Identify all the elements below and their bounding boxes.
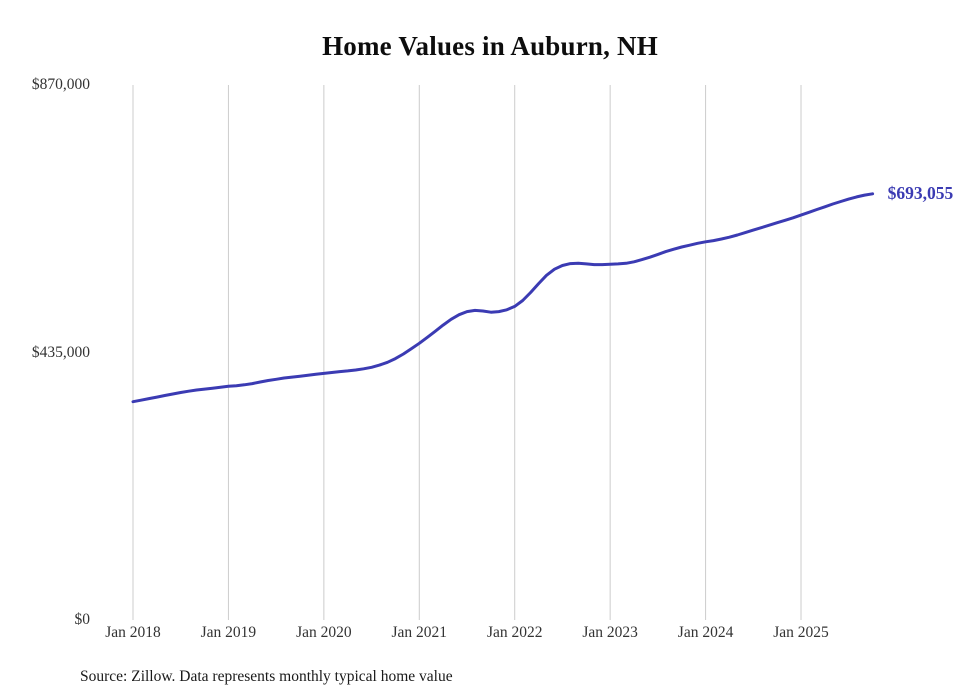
- x-axis-label: Jan 2022: [486, 624, 543, 641]
- y-axis-label: $870,000: [31, 76, 90, 93]
- x-axis-label: Jan 2025: [773, 624, 829, 641]
- y-axis-label: $435,000: [31, 343, 90, 361]
- y-axis-label: $0: [74, 611, 91, 628]
- x-axis-label: Jan 2023: [582, 624, 638, 641]
- chart-title: Home Values in Auburn, NH: [322, 31, 658, 61]
- x-axis-label: Jan 2020: [296, 624, 352, 641]
- x-axis-label: Jan 2024: [677, 624, 734, 641]
- latest-value-label: $693,055: [887, 182, 954, 203]
- x-axis-label: Jan 2019: [200, 624, 257, 641]
- x-axis-label: Jan 2018: [105, 624, 161, 641]
- home-value-line: [131, 192, 875, 404]
- x-axis-label: Jan 2021: [391, 624, 448, 641]
- source-note: Source: Zillow. Data represents monthly …: [80, 668, 453, 685]
